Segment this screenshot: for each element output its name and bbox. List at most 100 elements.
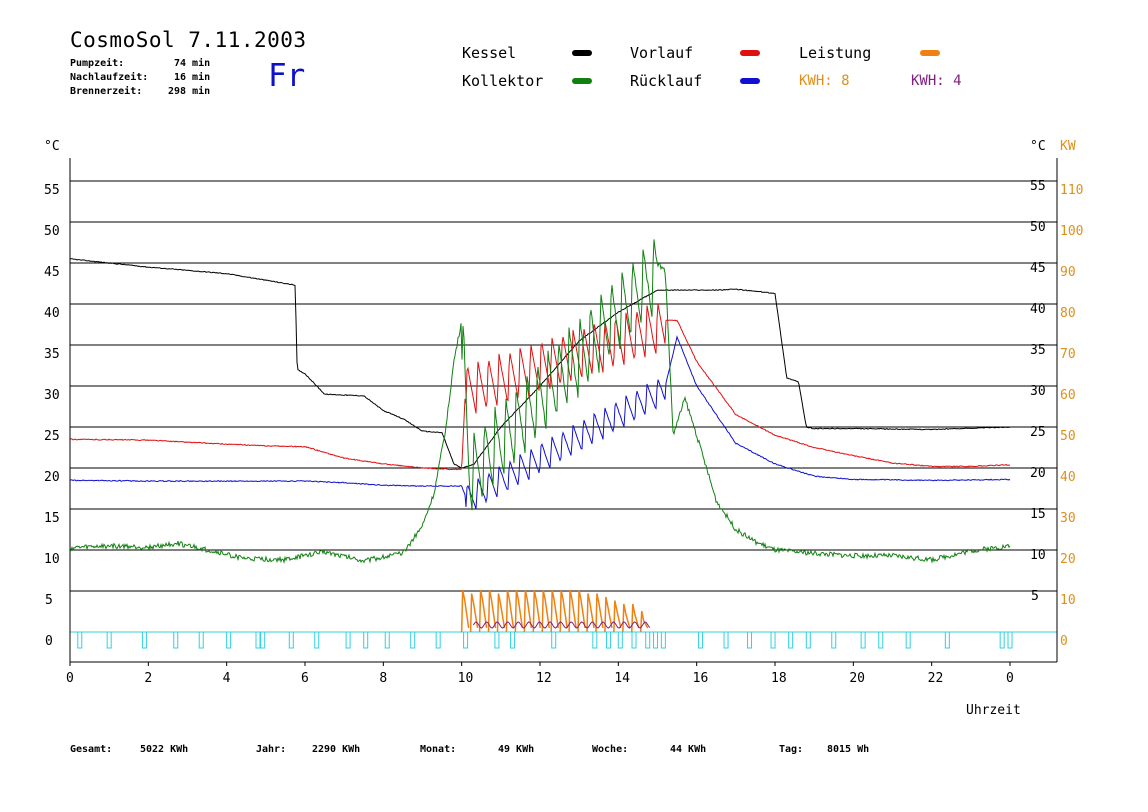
leistung-pulse — [487, 589, 497, 633]
weekday-label: Fr — [268, 58, 306, 94]
y-tick-kw-90: 90 — [1060, 265, 1076, 280]
leistung-pulse — [631, 603, 640, 633]
stat-value-pumpzeit: 74 min — [174, 58, 211, 69]
y-tick-left-25: 25 — [44, 429, 60, 444]
y-tick-left-50: 50 — [44, 224, 60, 239]
pump-marker — [592, 631, 598, 649]
pump-marker — [617, 631, 623, 649]
y-tick-right-35: 35 — [1030, 343, 1046, 358]
pump-marker — [288, 631, 294, 649]
chart-title: CosmoSol 7.11.2003 — [70, 28, 307, 52]
grid-lines — [70, 180, 1057, 633]
leistung-pulse — [586, 593, 595, 633]
x-tick-3: 6 — [301, 671, 309, 686]
y-tick-left-30: 30 — [44, 388, 60, 403]
y-tick-kw-60: 60 — [1060, 388, 1076, 403]
stat-value-nachlaufzeit: 16 min — [174, 72, 211, 83]
y-tick-kw-40: 40 — [1060, 470, 1076, 485]
energy-curve — [472, 621, 651, 629]
pump-marker — [363, 631, 369, 649]
leistung-pulse — [496, 593, 506, 633]
legend-swatch-ruecklauf — [740, 78, 760, 84]
stat-label-nachlaufzeit: Nachlaufzeit: — [70, 72, 149, 83]
x-tick-2: 4 — [223, 671, 231, 686]
pump-marker — [860, 631, 866, 649]
legend-label-ruecklauf: Rücklauf — [630, 72, 703, 90]
y-tick-kw-80: 80 — [1060, 306, 1076, 321]
pump-marker — [173, 631, 179, 649]
leistung-pulse — [550, 589, 559, 633]
y-tick-left-15: 15 — [44, 511, 60, 526]
leistung-pulse — [505, 589, 515, 633]
pump-marker — [314, 631, 320, 649]
pump-marker — [77, 631, 83, 649]
leistung-pulse — [622, 603, 631, 633]
legend-label-kessel: Kessel — [462, 44, 517, 62]
x-tick-12: 0 — [1006, 671, 1014, 686]
y-tick-kw-110: 110 — [1060, 183, 1083, 198]
stat-label-pumpzeit: Pumpzeit: — [70, 58, 125, 69]
footer-value-monat: 49 KWh — [498, 744, 535, 755]
stat-label-brennerzeit: Brennerzeit: — [70, 86, 143, 97]
leistung-pulse — [514, 589, 524, 633]
pump-marker — [788, 631, 794, 649]
pump-marker — [345, 631, 351, 649]
x-tick-6: 12 — [536, 671, 552, 686]
pump-marker — [606, 631, 612, 649]
footer-value-woche: 44 KWh — [670, 744, 707, 755]
pump-marker — [805, 631, 811, 649]
y-axis-right-unit: °C — [1030, 139, 1046, 154]
kwh-value-orange: KWH: 8 — [799, 73, 850, 89]
pump-marker — [999, 631, 1005, 649]
y-tick-right-40: 40 — [1030, 302, 1046, 317]
pump-marker — [435, 631, 441, 649]
y-tick-kw-30: 30 — [1060, 511, 1076, 526]
x-tick-0: 0 — [66, 671, 74, 686]
legend-swatch-leistung — [920, 50, 940, 56]
footer-label-tag: Tag: — [779, 744, 804, 755]
y-tick-right-15: 15 — [1030, 507, 1046, 522]
leistung-pulse — [604, 596, 613, 633]
pump-marker — [510, 631, 516, 649]
pump-marker — [106, 631, 112, 649]
footer-value-gesamt: 5022 KWh — [140, 744, 189, 755]
pump-marker — [463, 631, 469, 649]
y-tick-left-55: 55 — [44, 183, 60, 198]
pump-marker — [905, 631, 911, 649]
y-tick-kw-100: 100 — [1060, 224, 1083, 239]
stat-value-brennerzeit: 298 min — [168, 86, 211, 97]
x-tick-5: 10 — [458, 671, 474, 686]
x-tick-8: 16 — [693, 671, 709, 686]
series-ruecklauf — [69, 335, 1011, 510]
pump-marker — [653, 631, 659, 649]
y-axis-left-unit: °C — [44, 139, 60, 154]
y-tick-kw-20: 20 — [1060, 552, 1076, 567]
y-tick-right-30: 30 — [1030, 384, 1046, 399]
y-tick-left-40: 40 — [44, 306, 60, 321]
pump-marker — [770, 631, 776, 649]
x-tick-4: 8 — [379, 671, 387, 686]
legend-label-leistung: Leistung — [799, 44, 872, 62]
leistung-pulse — [568, 589, 577, 633]
leistung-pulse — [577, 589, 586, 633]
pump-marker — [944, 631, 950, 649]
kwh-value-purple: KWH: 4 — [911, 73, 962, 89]
footer-label-jahr: Jahr: — [256, 744, 287, 755]
x-tick-9: 18 — [771, 671, 787, 686]
pump-marker — [831, 631, 837, 649]
leistung-pulse — [613, 600, 622, 633]
pump-marker — [645, 631, 651, 649]
y-tick-kw-10: 10 — [1060, 593, 1076, 608]
pump-marker — [1007, 631, 1013, 649]
y-tick-kw-70: 70 — [1060, 347, 1076, 362]
footer-value-tag: 8015 Wh — [827, 744, 870, 755]
legend-swatch-kessel — [572, 50, 592, 56]
x-tick-10: 20 — [849, 671, 865, 686]
legend-label-vorlauf: Vorlauf — [630, 44, 694, 62]
leistung-pulse — [478, 589, 488, 633]
series-kessel — [69, 258, 1010, 469]
y-tick-left-10: 10 — [44, 552, 60, 567]
temperature-series — [69, 239, 1011, 564]
pump-marker — [698, 631, 704, 649]
